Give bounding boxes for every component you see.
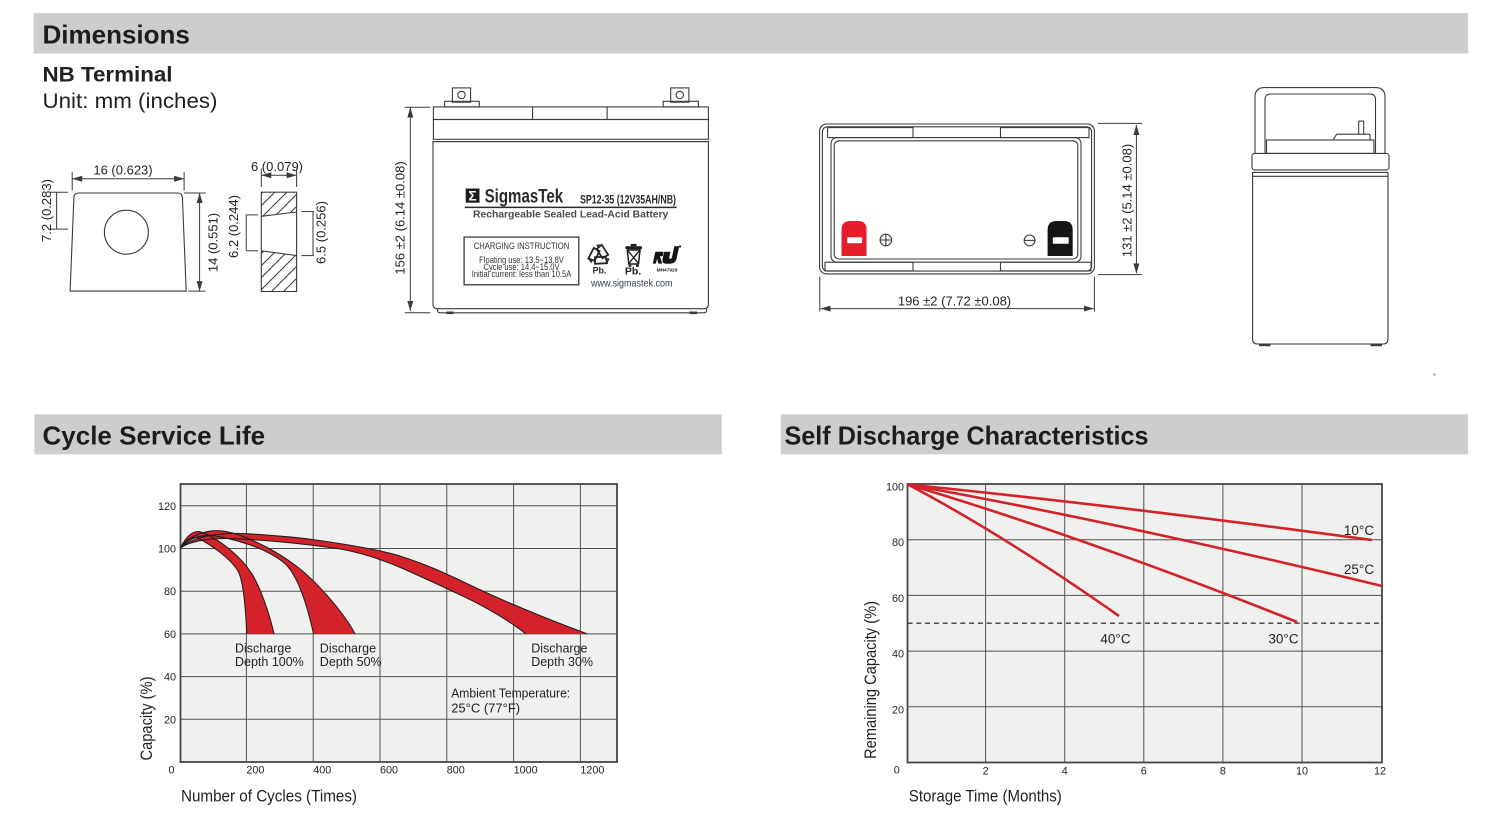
svg-text:Discharge: Discharge bbox=[320, 642, 376, 656]
svg-text:80: 80 bbox=[892, 537, 904, 549]
svg-text:2: 2 bbox=[983, 766, 989, 778]
svg-text:30°C: 30°C bbox=[1268, 632, 1298, 647]
svg-text:25°C: 25°C bbox=[1344, 562, 1374, 577]
svg-text:www.sigmastek.com: www.sigmastek.com bbox=[590, 279, 672, 290]
svg-text:SigmasTek: SigmasTek bbox=[485, 186, 564, 208]
svg-text:60: 60 bbox=[164, 629, 176, 641]
svg-text:10°C: 10°C bbox=[1344, 523, 1374, 538]
svg-text:6.2 (0.244): 6.2 (0.244) bbox=[226, 195, 241, 258]
svg-text:14 (0.551): 14 (0.551) bbox=[206, 213, 221, 272]
svg-text:800: 800 bbox=[447, 765, 465, 777]
svg-text:40: 40 bbox=[164, 672, 176, 684]
svg-text:1000: 1000 bbox=[514, 765, 538, 777]
svg-text:20: 20 bbox=[892, 704, 904, 716]
svg-text:40°C: 40°C bbox=[1100, 632, 1130, 647]
svg-text:SP12-35 (12V35AH/NB): SP12-35 (12V35AH/NB) bbox=[580, 192, 676, 206]
svg-text:7.2 (0.283): 7.2 (0.283) bbox=[39, 179, 54, 242]
svg-text:Floating use: 13.5~13.8V: Floating use: 13.5~13.8V bbox=[479, 255, 564, 265]
svg-text:156 ±2 (6.14 ±0.08): 156 ±2 (6.14 ±0.08) bbox=[393, 161, 408, 274]
svg-text:Initial current: less than 10.: Initial current: less than 10.5A bbox=[472, 269, 572, 279]
svg-text:8: 8 bbox=[1220, 766, 1226, 778]
svg-text:Depth 50%: Depth 50% bbox=[320, 655, 382, 669]
svg-text:25°C (77°F): 25°C (77°F) bbox=[451, 701, 520, 716]
svg-text:400: 400 bbox=[313, 765, 331, 777]
svg-text:Depth 100%: Depth 100% bbox=[235, 655, 304, 669]
svg-text:Discharge: Discharge bbox=[235, 642, 291, 656]
svg-text:6.5 (0.256): 6.5 (0.256) bbox=[314, 201, 329, 264]
svg-text:Depth 30%: Depth 30% bbox=[531, 655, 593, 669]
svg-text:Cycle Service Life: Cycle Service Life bbox=[43, 420, 266, 450]
svg-text:6: 6 bbox=[1141, 766, 1147, 778]
svg-text:Pb.: Pb. bbox=[593, 266, 607, 276]
svg-text:CHARGING INSTRUCTION: CHARGING INSTRUCTION bbox=[474, 241, 570, 251]
svg-text:12: 12 bbox=[1374, 766, 1386, 778]
svg-text:Rechargeable Sealed Lead-Acid: Rechargeable Sealed Lead-Acid Battery bbox=[473, 210, 669, 221]
svg-text:Capacity (%): Capacity (%) bbox=[137, 677, 156, 761]
svg-text:MH47929: MH47929 bbox=[657, 268, 678, 274]
svg-text:Unit: mm (inches): Unit: mm (inches) bbox=[43, 89, 218, 113]
svg-text:Remaining Capacity (%): Remaining Capacity (%) bbox=[861, 601, 880, 759]
svg-text:NB Terminal: NB Terminal bbox=[43, 63, 173, 87]
svg-text:16 (0.623): 16 (0.623) bbox=[93, 163, 152, 178]
svg-text:1200: 1200 bbox=[580, 765, 604, 777]
svg-text:Dimensions: Dimensions bbox=[43, 19, 190, 49]
svg-text:Σ: Σ bbox=[469, 189, 477, 204]
svg-text:4: 4 bbox=[1062, 766, 1068, 778]
svg-text:60: 60 bbox=[892, 593, 904, 605]
svg-text:Number of Cycles (Times): Number of Cycles (Times) bbox=[181, 787, 357, 806]
svg-text:Ambient Temperature:: Ambient Temperature: bbox=[451, 686, 570, 701]
svg-text:Discharge: Discharge bbox=[531, 642, 587, 656]
svg-text:0: 0 bbox=[894, 765, 900, 777]
svg-text:6 (0.079): 6 (0.079) bbox=[251, 159, 303, 174]
svg-text:Pb.: Pb. bbox=[625, 266, 641, 278]
svg-text:80: 80 bbox=[164, 586, 176, 598]
svg-text:Self Discharge Characteristics: Self Discharge Characteristics bbox=[785, 420, 1149, 450]
svg-text:40: 40 bbox=[892, 649, 904, 661]
svg-text:200: 200 bbox=[246, 765, 264, 777]
svg-text:10: 10 bbox=[1296, 766, 1308, 778]
svg-text:Cycle use: 14.4~15.0V: Cycle use: 14.4~15.0V bbox=[484, 262, 561, 272]
svg-text:196 ±2 (7.72 ±0.08): 196 ±2 (7.72 ±0.08) bbox=[898, 294, 1011, 309]
svg-text:20: 20 bbox=[164, 714, 176, 726]
svg-text:600: 600 bbox=[380, 765, 398, 777]
svg-text:0: 0 bbox=[168, 765, 174, 777]
svg-text:131 ±2 (5.14 ±0.08): 131 ±2 (5.14 ±0.08) bbox=[1120, 144, 1135, 257]
svg-text:Storage Time (Months): Storage Time (Months) bbox=[909, 787, 1062, 806]
svg-text:100: 100 bbox=[158, 544, 176, 556]
svg-text:120: 120 bbox=[158, 501, 176, 513]
svg-text:100: 100 bbox=[886, 482, 904, 494]
